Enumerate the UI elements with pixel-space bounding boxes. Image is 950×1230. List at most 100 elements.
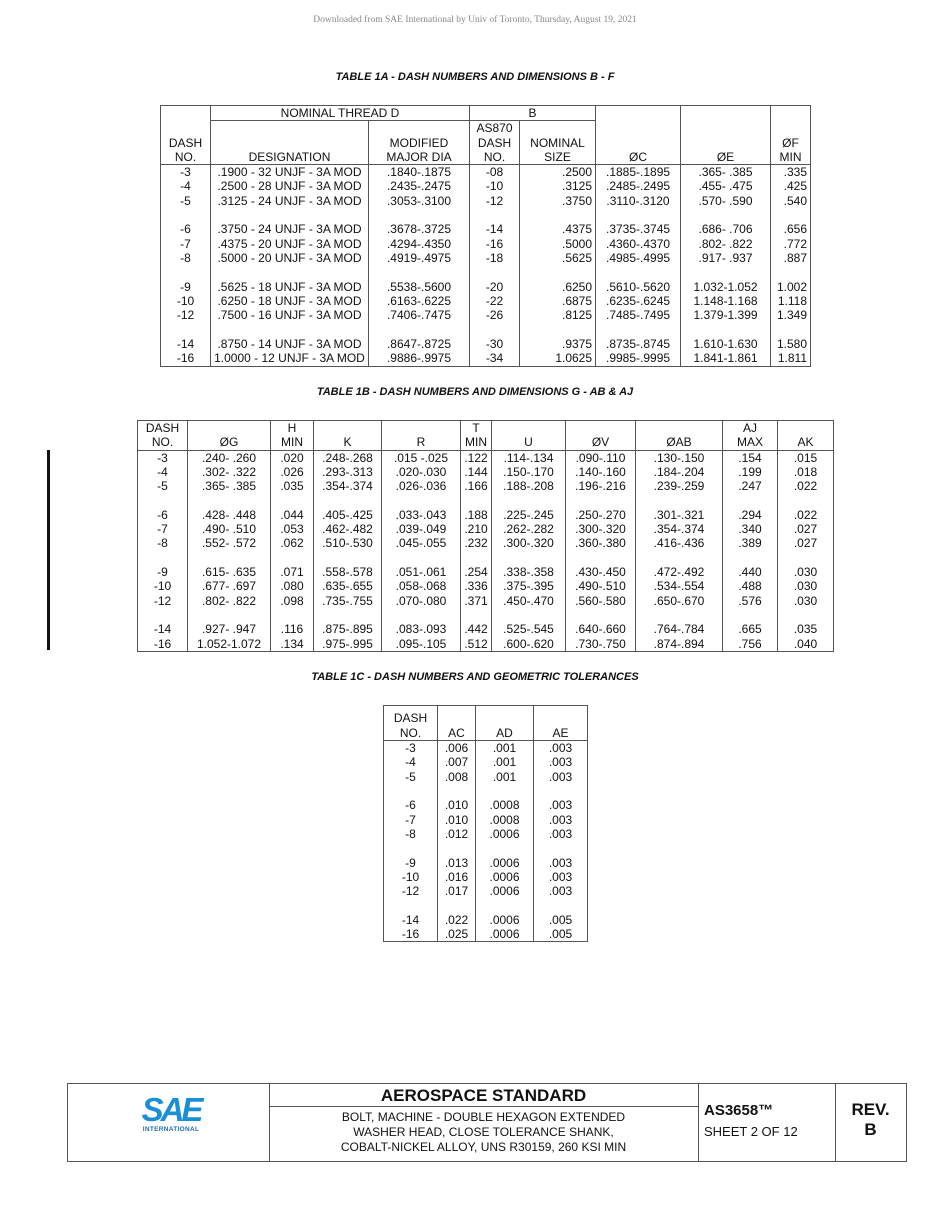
table-cell: .022 bbox=[777, 479, 834, 494]
table-cell: .5610-.5620 bbox=[595, 279, 682, 295]
table-cell: .3053-.3100 bbox=[368, 193, 470, 209]
table-cell: .802- .822 bbox=[680, 236, 772, 252]
table-cell: .3750 - 24 UNJF - 3A MOD bbox=[210, 222, 369, 237]
table-cell: .1840-.1875 bbox=[368, 164, 470, 180]
column-header: ØAB bbox=[635, 420, 723, 451]
table-cell: .4375 - 20 UNJF - 3A MOD bbox=[210, 236, 369, 252]
table-cell: .488 bbox=[722, 579, 778, 594]
table-cell: .9985-.9995 bbox=[595, 351, 682, 367]
table-cell: .975-.995 bbox=[313, 636, 382, 652]
table-cell: -4 bbox=[160, 179, 211, 194]
table-cell: .302- .322 bbox=[187, 464, 271, 480]
table-cell: .360-.380 bbox=[565, 536, 636, 551]
table-cell: .0006 bbox=[475, 826, 534, 842]
document-number: AS3658™ bbox=[704, 1102, 774, 1119]
table-cell: .389 bbox=[722, 536, 778, 551]
column-header: DASH NO. bbox=[383, 705, 438, 741]
table-cell: .927- .947 bbox=[187, 622, 271, 637]
table-cell: -3 bbox=[137, 450, 188, 465]
table-cell: .250-.270 bbox=[565, 507, 636, 523]
group-spacer bbox=[383, 783, 588, 799]
group-spacer bbox=[160, 322, 812, 338]
table-cell: .772 bbox=[770, 236, 812, 252]
table-cell: .677- .697 bbox=[187, 579, 271, 594]
table-cell: .425 bbox=[770, 179, 812, 194]
table-cell: .001 bbox=[475, 769, 534, 784]
table-cell: .062 bbox=[270, 536, 314, 551]
table-cell: .442 bbox=[460, 622, 492, 637]
table-cell: .558-.578 bbox=[313, 565, 382, 580]
table-cell: .756 bbox=[722, 636, 778, 652]
table-cell: -8 bbox=[160, 251, 211, 266]
table-cell: .600-.620 bbox=[491, 636, 566, 652]
table-cell: .114-.134 bbox=[491, 450, 566, 465]
table-cell: .650-.670 bbox=[635, 593, 723, 609]
table-row: -6.010.0008.003 bbox=[383, 798, 588, 813]
table-cell: .020 bbox=[270, 450, 314, 465]
table-cell: .7485-.7495 bbox=[595, 308, 682, 323]
table-cell: .7406-.7475 bbox=[368, 308, 470, 323]
table-cell: .027 bbox=[777, 536, 834, 551]
table-cell: .150-.170 bbox=[491, 464, 566, 480]
table-cell: .6235-.6245 bbox=[595, 294, 682, 309]
table-cell: -10 bbox=[383, 869, 438, 885]
table-cell: .188 bbox=[460, 507, 492, 523]
table-cell: .003 bbox=[533, 826, 588, 842]
table-cell: .5538-.5600 bbox=[368, 279, 470, 295]
table-cell: .730-.750 bbox=[565, 636, 636, 652]
table-cell: .510-.530 bbox=[313, 536, 382, 551]
table-cell: .130-.150 bbox=[635, 450, 723, 465]
table-cell: .490- .510 bbox=[187, 522, 271, 537]
table-1b: DASH NO. ØG H MIN K R T MIN U ØV ØAB AJ MAX AK … bbox=[137, 420, 834, 653]
table-cell: 1.349 bbox=[770, 308, 812, 323]
table-cell: .022 bbox=[777, 507, 834, 523]
table-cell: .003 bbox=[533, 740, 588, 756]
table-row: -9.615- .635.071.558-.578.051-.061.254.3… bbox=[137, 565, 834, 580]
table-cell: 1.118 bbox=[770, 294, 812, 309]
table-cell: 1.148-1.168 bbox=[680, 294, 772, 309]
column-header: ØV bbox=[565, 420, 636, 451]
table-cell: .210 bbox=[460, 522, 492, 537]
table-cell: 1.379-1.399 bbox=[680, 308, 772, 323]
table-cell: -08 bbox=[469, 164, 520, 180]
table-cell: .018 bbox=[777, 464, 834, 480]
table-cell: .405-.425 bbox=[313, 507, 382, 523]
table-row: -10.6250 - 18 UNJF - 3A MOD .6163-.6225 -2… bbox=[160, 294, 812, 309]
table-cell: .7500 - 16 UNJF - 3A MOD bbox=[210, 308, 369, 323]
table-cell: 1.0000 - 12 UNJF - 3A MOD bbox=[210, 351, 369, 367]
table-row: -6.3750 - 24 UNJF - 3A MOD .3678-.3725 -14… bbox=[160, 222, 812, 237]
column-header: AD bbox=[475, 705, 534, 741]
table-cell: .6163-.6225 bbox=[368, 294, 470, 309]
table-cell: .232 bbox=[460, 536, 492, 551]
table-cell: .134 bbox=[270, 636, 314, 652]
table-1c: DASH NO. AC AD AE -3.006.001.003 -4.007.00… bbox=[383, 705, 588, 943]
table-cell: .375-.395 bbox=[491, 579, 566, 594]
table-cell: .686- .706 bbox=[680, 222, 772, 237]
table-cell: .5625 bbox=[518, 251, 597, 266]
table-cell: -16 bbox=[137, 636, 188, 652]
table-cell: .875-.895 bbox=[313, 622, 382, 637]
table-cell: .0006 bbox=[475, 912, 534, 928]
table-cell: .005 bbox=[533, 927, 588, 942]
table-cell: .525-.545 bbox=[491, 622, 566, 637]
table-cell: .354-.374 bbox=[313, 479, 382, 494]
table-row: -4.2500 - 28 UNJF - 3A MOD .2435-.2475 -10… bbox=[160, 179, 812, 194]
table-cell: .293-.313 bbox=[313, 464, 382, 480]
table-cell: .044 bbox=[270, 507, 314, 523]
table-1a: NOMINAL THREAD D B DASH NO. DESIGNATION M… bbox=[160, 105, 812, 367]
table-cell: .354-.374 bbox=[635, 522, 723, 537]
table-row: -9.5625 - 18 UNJF - 3A MOD .5538-.5600 -20… bbox=[160, 279, 812, 295]
header-e: ØE bbox=[680, 120, 772, 166]
table-cell: .098 bbox=[270, 593, 314, 609]
table-1a-title: TABLE 1A - DASH NUMBERS AND DIMENSIONS B… bbox=[335, 71, 615, 83]
header-as870-dash-no: AS870 DASH NO. bbox=[469, 120, 520, 166]
table-cell: 1.610-1.630 bbox=[680, 337, 772, 352]
sae-logo: SAE INTERNATIONAL bbox=[136, 1093, 206, 1133]
column-header: AJ MAX bbox=[722, 420, 778, 451]
group-spacer bbox=[137, 608, 834, 623]
column-header: R bbox=[381, 420, 461, 451]
table-cell: .450-.470 bbox=[491, 593, 566, 609]
table-cell: .010 bbox=[437, 812, 476, 827]
table-cell: .030 bbox=[777, 579, 834, 594]
group-spacer bbox=[137, 493, 834, 508]
